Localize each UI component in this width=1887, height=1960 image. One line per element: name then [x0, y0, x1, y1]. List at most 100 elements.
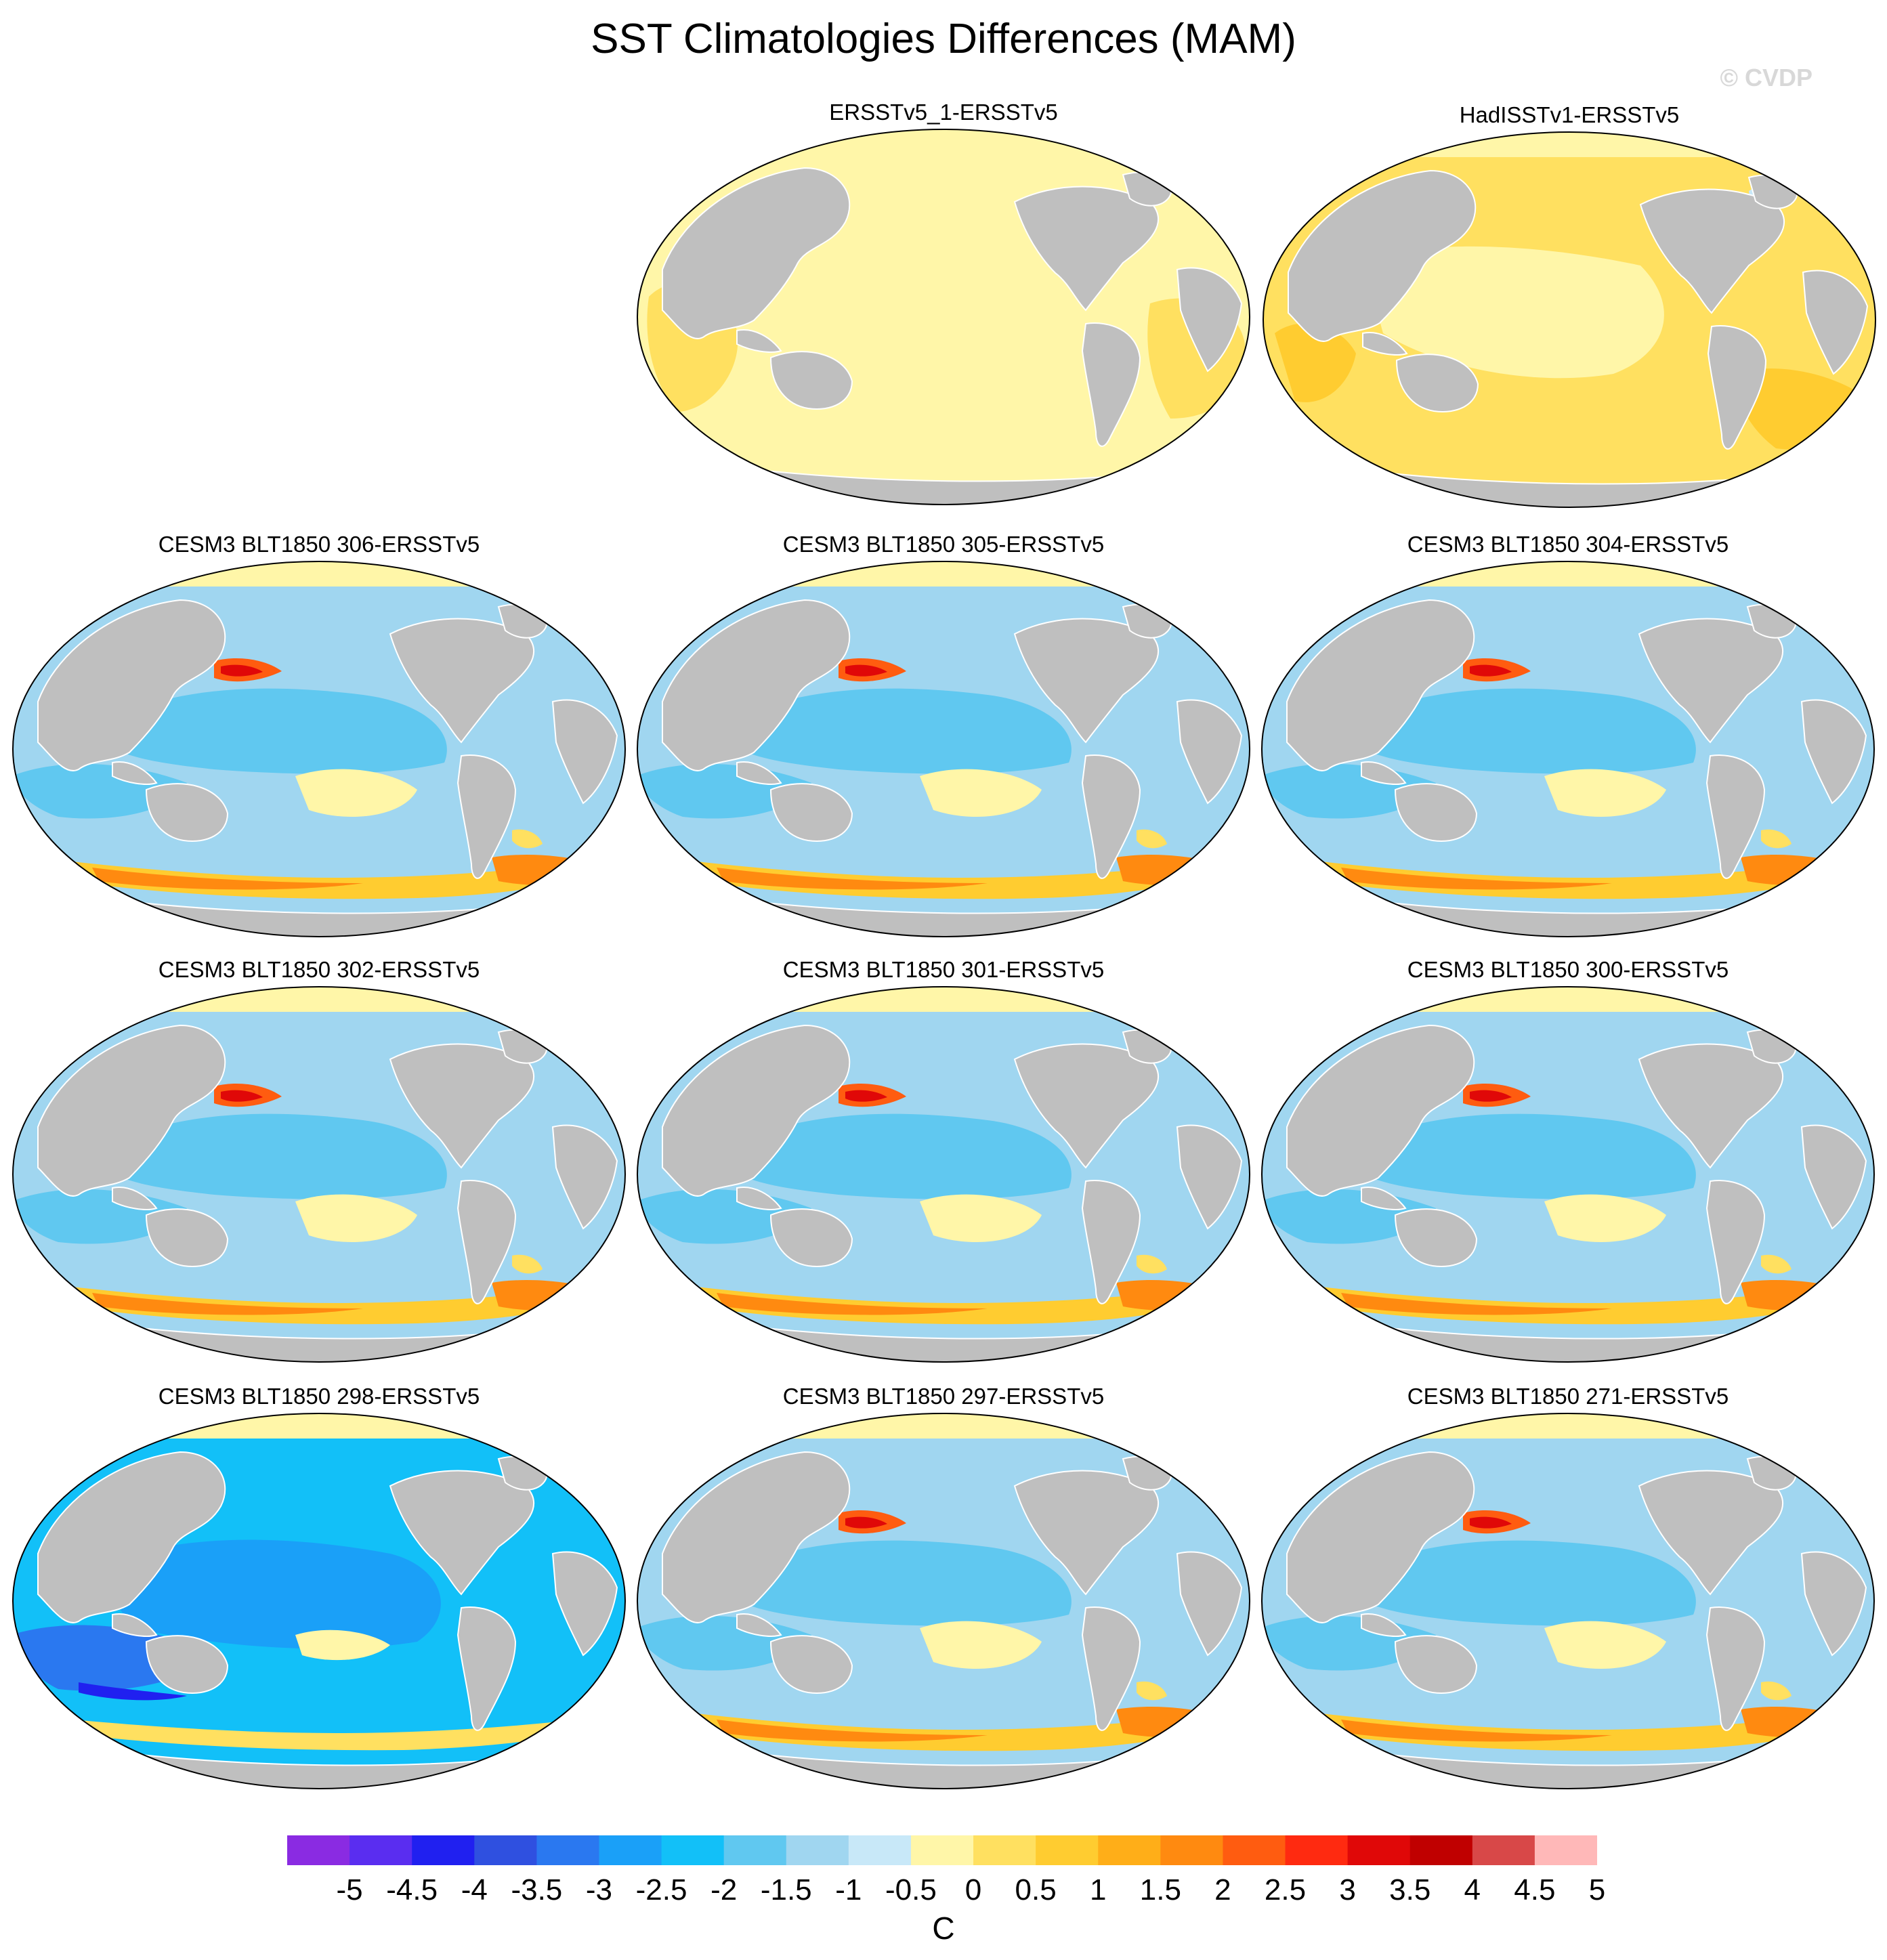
anomaly-contour — [1741, 1706, 1856, 1738]
land-mass — [1288, 169, 1477, 342]
panel-title: CESM3 BLT1850 304-ERSSTv5 — [1407, 532, 1729, 557]
map-panel: CESM3 BLT1850 304-ERSSTv5 — [1260, 531, 1876, 944]
land-mass — [1361, 1187, 1407, 1210]
anomaly-contour — [920, 1194, 1042, 1242]
colorbar-swatch — [1409, 1835, 1473, 1865]
anomaly-contour — [92, 1539, 441, 1649]
anomaly-contour — [1761, 829, 1791, 849]
anomaly-contour — [492, 1279, 607, 1311]
land-mass — [1638, 1470, 1784, 1596]
land-mass — [1395, 354, 1479, 412]
land-mass — [1286, 1024, 1475, 1197]
anomaly-contour — [92, 868, 363, 890]
figure-title: SST Climatologies Differences (MAM) — [591, 16, 1296, 62]
land-mass — [389, 618, 535, 744]
colorbar-units: C — [932, 1911, 955, 1946]
anomaly-contour — [221, 1090, 263, 1102]
anomaly-contour — [1116, 1279, 1231, 1311]
land-mass — [1013, 1470, 1160, 1596]
land-mass — [1081, 322, 1141, 447]
colorbar-swatch — [1285, 1835, 1349, 1865]
colorbar-swatch — [599, 1835, 662, 1865]
map-panel: CESM3 BLT1850 300-ERSSTv5 — [1260, 956, 1876, 1369]
colorbar-swatch — [536, 1835, 599, 1865]
anomaly-contour — [1275, 323, 1356, 402]
land-mass — [1394, 1635, 1478, 1694]
land-mass — [1176, 1124, 1243, 1230]
colorbar-tick-label: -0.5 — [885, 1873, 937, 1906]
colorbar-tick-label: -4 — [461, 1873, 488, 1906]
land-mass — [1638, 1043, 1784, 1169]
anomaly-contour — [662, 1283, 1231, 1325]
land-mass — [112, 1613, 158, 1637]
land-mass — [1013, 618, 1160, 744]
land-mass — [1394, 1208, 1478, 1267]
anomaly-contour — [38, 1716, 607, 1751]
world-map — [1261, 986, 1875, 1363]
land-mass — [1013, 1043, 1160, 1169]
world-map — [1261, 1413, 1875, 1789]
anomaly-contour — [92, 1293, 363, 1315]
colorbar-swatch — [661, 1835, 725, 1865]
map-border — [1261, 986, 1875, 1363]
map-panel: CESM3 BLT1850 302-ERSSTv5 — [11, 956, 627, 1369]
anomaly-contour — [1741, 854, 1856, 886]
arctic-region — [637, 129, 1250, 154]
map-border — [1263, 131, 1876, 508]
anomaly-contour — [1341, 868, 1612, 890]
anomaly-contour — [512, 1254, 543, 1274]
arctic-region — [13, 987, 625, 1012]
land-mass — [551, 1551, 618, 1657]
colorbar-swatch — [1223, 1835, 1286, 1865]
land-mass — [769, 351, 853, 410]
panel-title: CESM3 BLT1850 271-ERSSTv5 — [1407, 1384, 1729, 1409]
anomaly-contour — [845, 1090, 887, 1102]
land-mass — [1800, 1124, 1867, 1230]
colorbar-tick-label: 2.5 — [1264, 1873, 1307, 1906]
land-mass — [1176, 1551, 1243, 1657]
land-mass — [1800, 1551, 1867, 1657]
map-panel: CESM3 BLT1850 301-ERSSTv5 — [635, 956, 1252, 1369]
colorbar-tick-label: 0.5 — [1015, 1873, 1057, 1906]
anomaly-contour — [845, 664, 887, 677]
colorbar-tick-label: 4 — [1464, 1873, 1481, 1906]
anomaly-contour — [920, 769, 1042, 817]
colorbar-tick-label: 3 — [1339, 1873, 1356, 1906]
colorbar-swatch — [1347, 1835, 1411, 1865]
colorbar-swatch — [1036, 1835, 1099, 1865]
land-mass — [1802, 270, 1869, 375]
arctic-region — [1263, 132, 1875, 157]
anomaly-contour — [662, 1709, 1231, 1751]
map-border — [637, 561, 1250, 937]
colorbar-swatch — [786, 1835, 849, 1865]
land-mass — [736, 1613, 782, 1637]
land-mass — [1705, 754, 1766, 879]
land-mass — [1176, 267, 1243, 372]
world-map — [637, 561, 1250, 937]
colorbar-swatch — [1534, 1835, 1597, 1865]
colorbar — [287, 1835, 1597, 1865]
anomaly-contour — [1116, 1706, 1231, 1738]
anomaly-contour — [1761, 1254, 1791, 1274]
colorbar-swatch — [1160, 1835, 1223, 1865]
land-mass — [662, 167, 851, 339]
colorbar-swatch — [848, 1835, 912, 1865]
anomaly-contour — [295, 1629, 390, 1661]
land-mass — [1707, 325, 1767, 450]
anomaly-contour — [717, 688, 1072, 774]
map-border — [1261, 1413, 1875, 1789]
arctic-region — [13, 561, 625, 587]
land-mass — [457, 1606, 517, 1731]
land-mass — [145, 1208, 229, 1267]
land-mass — [37, 1451, 226, 1623]
world-map — [12, 986, 626, 1363]
world-map — [1261, 561, 1875, 937]
anomaly-contour — [1341, 1113, 1696, 1199]
anomaly-contour — [295, 1194, 417, 1242]
colorbar-tick-label: -1.5 — [760, 1873, 812, 1906]
map-panel: CESM3 BLT1850 271-ERSSTv5 — [1260, 1383, 1876, 1796]
map-panel: ERSSTv5_1-ERSSTv5 — [635, 99, 1252, 512]
panel-title: CESM3 BLT1850 305-ERSSTv5 — [782, 532, 1105, 557]
colorbar-tick-label: 1.5 — [1139, 1873, 1181, 1906]
anomaly-contour — [92, 1113, 447, 1199]
